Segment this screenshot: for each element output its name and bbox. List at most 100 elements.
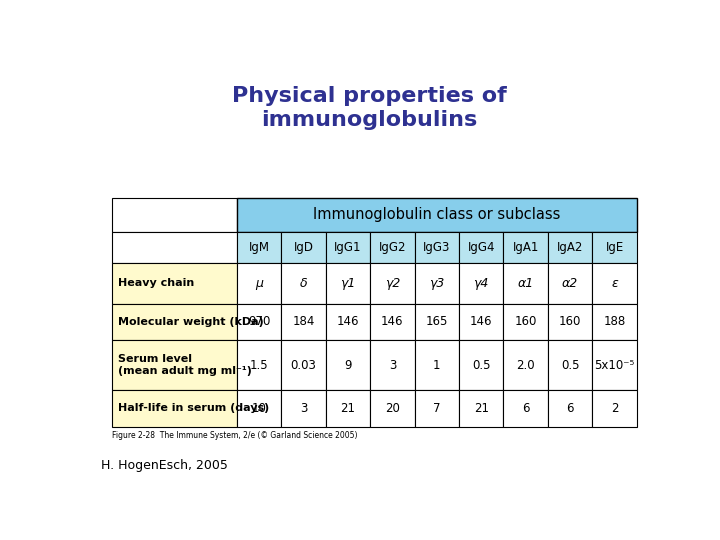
Bar: [415, 232, 459, 263]
Text: 0.03: 0.03: [291, 359, 316, 372]
Text: 146: 146: [381, 315, 404, 328]
Text: 0.5: 0.5: [472, 359, 490, 372]
Text: ε: ε: [611, 277, 618, 290]
Bar: [282, 304, 325, 340]
Text: 146: 146: [337, 315, 359, 328]
Text: Figure 2-28  The Immune System, 2/e (© Garland Science 2005): Figure 2-28 The Immune System, 2/e (© Ga…: [112, 431, 358, 440]
Bar: [459, 390, 503, 427]
Bar: [237, 304, 282, 340]
Bar: [415, 340, 459, 390]
Bar: [237, 232, 282, 263]
Bar: [459, 304, 503, 340]
Bar: [593, 232, 636, 263]
Text: 10: 10: [251, 402, 266, 415]
Bar: [548, 263, 593, 304]
Text: 3: 3: [300, 402, 307, 415]
Text: α1: α1: [518, 277, 534, 290]
Text: 165: 165: [426, 315, 448, 328]
Text: IgG3: IgG3: [423, 241, 451, 254]
Text: μ: μ: [255, 277, 263, 290]
Text: 160: 160: [515, 315, 537, 328]
Bar: [325, 263, 370, 304]
Bar: [548, 390, 593, 427]
Text: 146: 146: [470, 315, 492, 328]
Text: 7: 7: [433, 402, 441, 415]
Text: 2: 2: [611, 402, 618, 415]
Text: IgE: IgE: [606, 241, 624, 254]
Text: γ3: γ3: [429, 277, 444, 290]
Text: Half-life in serum (days): Half-life in serum (days): [118, 403, 269, 414]
Text: 3: 3: [389, 359, 396, 372]
Bar: [459, 232, 503, 263]
Bar: [593, 304, 636, 340]
Text: α2: α2: [562, 277, 578, 290]
Bar: [237, 390, 282, 427]
Bar: [415, 304, 459, 340]
Bar: [548, 340, 593, 390]
Text: IgD: IgD: [294, 241, 313, 254]
Bar: [593, 390, 636, 427]
Bar: [282, 263, 325, 304]
Bar: [415, 390, 459, 427]
Bar: [593, 263, 636, 304]
Text: 20: 20: [385, 402, 400, 415]
Text: 6: 6: [522, 402, 529, 415]
Text: IgA2: IgA2: [557, 241, 583, 254]
Bar: [237, 340, 282, 390]
Text: 184: 184: [292, 315, 315, 328]
Text: H. HogenEsch, 2005: H. HogenEsch, 2005: [101, 460, 228, 472]
Bar: [593, 340, 636, 390]
Text: 160: 160: [559, 315, 581, 328]
Bar: [325, 390, 370, 427]
Bar: [112, 198, 237, 232]
Text: IgG1: IgG1: [334, 241, 361, 254]
Text: 6: 6: [567, 402, 574, 415]
Bar: [370, 304, 415, 340]
Bar: [503, 232, 548, 263]
Bar: [282, 390, 325, 427]
Bar: [503, 390, 548, 427]
Bar: [548, 232, 593, 263]
Bar: [503, 304, 548, 340]
Bar: [282, 340, 325, 390]
Text: 5x10⁻⁵: 5x10⁻⁵: [595, 359, 635, 372]
Bar: [370, 232, 415, 263]
Text: Physical properties of
immunoglobulins: Physical properties of immunoglobulins: [232, 85, 506, 130]
Text: Molecular weight (kDa): Molecular weight (kDa): [118, 317, 264, 327]
Text: IgG2: IgG2: [379, 241, 406, 254]
Bar: [112, 263, 237, 304]
Bar: [370, 390, 415, 427]
Text: 21: 21: [341, 402, 356, 415]
Bar: [237, 198, 636, 232]
Bar: [282, 232, 325, 263]
Bar: [112, 304, 237, 340]
Bar: [503, 263, 548, 304]
Text: γ4: γ4: [474, 277, 489, 290]
Text: Serum level
(mean adult mg ml⁻¹): Serum level (mean adult mg ml⁻¹): [118, 354, 252, 376]
Bar: [112, 232, 237, 263]
Text: IgG4: IgG4: [467, 241, 495, 254]
Text: IgA1: IgA1: [513, 241, 539, 254]
Text: 970: 970: [248, 315, 270, 328]
Bar: [415, 263, 459, 304]
Text: 9: 9: [344, 359, 351, 372]
Text: δ: δ: [300, 277, 307, 290]
Bar: [370, 263, 415, 304]
Text: γ1: γ1: [341, 277, 356, 290]
Text: 0.5: 0.5: [561, 359, 580, 372]
Bar: [459, 263, 503, 304]
Bar: [325, 304, 370, 340]
Text: 21: 21: [474, 402, 489, 415]
Bar: [503, 340, 548, 390]
Text: 188: 188: [603, 315, 626, 328]
Bar: [325, 340, 370, 390]
Text: 1: 1: [433, 359, 441, 372]
Bar: [112, 390, 237, 427]
Bar: [237, 263, 282, 304]
Text: Immunoglobulin class or subclass: Immunoglobulin class or subclass: [313, 207, 560, 222]
Text: 1.5: 1.5: [250, 359, 269, 372]
Bar: [548, 304, 593, 340]
Text: γ2: γ2: [384, 277, 400, 290]
Text: Heavy chain: Heavy chain: [118, 278, 194, 288]
Bar: [112, 340, 237, 390]
